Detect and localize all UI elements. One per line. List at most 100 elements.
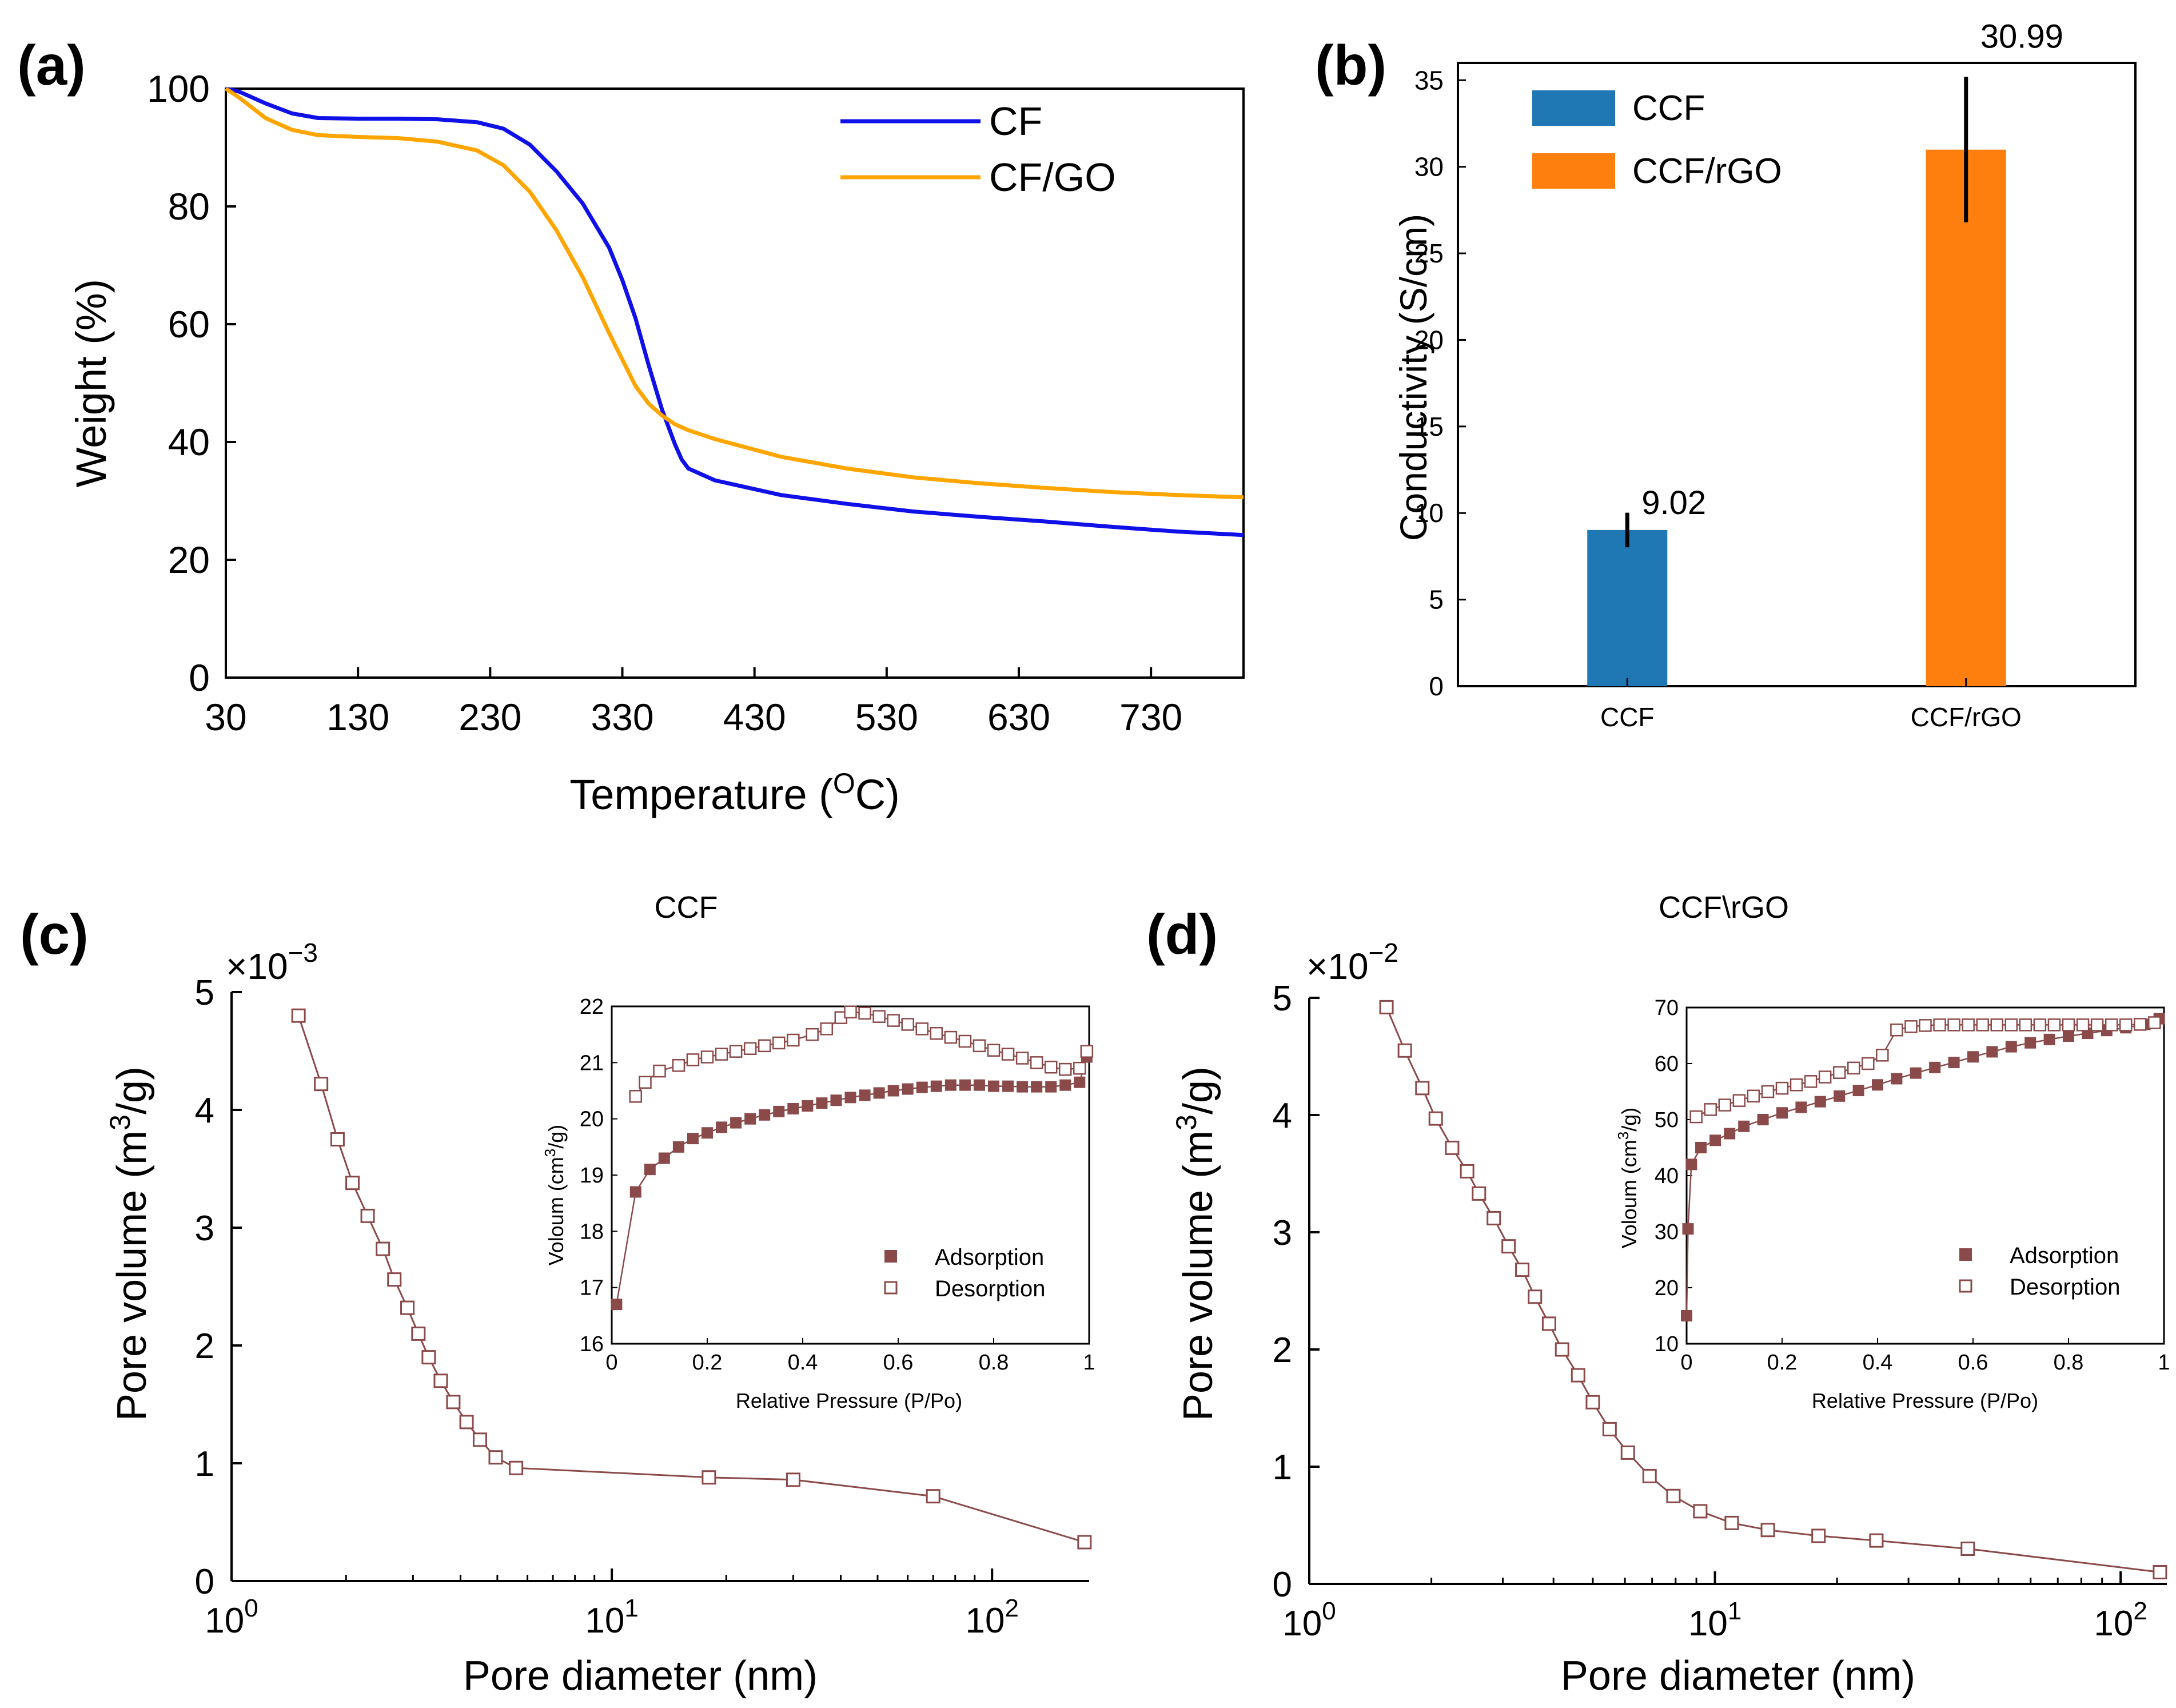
panel-c-ytick-label: 4: [195, 1091, 214, 1130]
panel-d-inset-desorption-point: [1718, 1098, 1732, 1112]
panel-a-xtick-label: 30: [205, 696, 246, 738]
panel-a-ylabel: Weight (%): [67, 279, 115, 488]
legend-ccfrgo-label: CCF/rGO: [1632, 152, 1782, 191]
panel-d-pore-point: [1571, 1368, 1585, 1383]
panel-d-inset-adsorption-point: [1852, 1085, 1864, 1097]
panel-a-xtick-label: 430: [723, 696, 786, 738]
panel-d-inset-desorption-point: [1689, 1110, 1703, 1124]
panel-a-ytick-label: 60: [168, 303, 210, 345]
panel-c-inset-desorption-point: [844, 1005, 857, 1019]
panel-c-pore-point: [1077, 1535, 1092, 1550]
panel-d-legend-adsorption: Adsorption: [2010, 1243, 2119, 1268]
panel-d-inset-xtick-label: 0.6: [1958, 1351, 1988, 1375]
panel-d-pore-point: [1693, 1504, 1708, 1519]
panel-b-ylabel: Conductivity (S/cm): [1392, 214, 1434, 541]
panel-d-pore-point: [1811, 1528, 1826, 1543]
panel-c-inset-desorption-point: [973, 1039, 986, 1053]
panel-c-inset-adsorption-point: [959, 1079, 971, 1091]
panel-a-xtick-label: 230: [459, 696, 521, 738]
panel-c-inset-adsorption-point: [716, 1121, 728, 1133]
panel-c-inset-desorption-point: [930, 1026, 943, 1040]
panel-c-inset-desorption-point: [772, 1036, 786, 1050]
series-line-cf: [225, 86, 1244, 538]
panel-d-inset-adsorption-point: [1738, 1120, 1750, 1132]
panel-c-title: CCF: [655, 890, 718, 925]
panel-d-inset-ylabel: Voloum (cm3/g): [1615, 1108, 1641, 1249]
panel-d-inset-desorption-point: [1775, 1081, 1789, 1095]
panel-c-inset-xtick-label: 0: [605, 1351, 617, 1375]
panel-d-pore-point: [1445, 1140, 1460, 1155]
panel-d-legend-desorption-marker: [1959, 1279, 1972, 1293]
panel-c-inset-desorption-point: [758, 1039, 771, 1053]
panel-d-inset-desorption-point: [1947, 1018, 1960, 1032]
panel-c-inset-desorption-point: [1001, 1048, 1015, 1061]
panel-d-inset-desorption-point: [1890, 1023, 1903, 1037]
panel-c-inset-adsorption-point: [759, 1109, 771, 1121]
bar-ccf: [1587, 529, 1668, 686]
panel-c-inset-ytick-label: 18: [580, 1220, 604, 1244]
panel-c-inset-desorption-point: [653, 1064, 666, 1078]
panel-d-ytick-label: 3: [1273, 1213, 1292, 1253]
panel-c-inset-desorption-point: [787, 1033, 800, 1047]
panel-c-inset-ytick-label: 16: [580, 1332, 604, 1356]
panel-d-inset-desorption-point: [1732, 1094, 1746, 1107]
panel-b-ytick-label: 10: [1414, 498, 1444, 528]
panel-d-ytick-label: 0: [1273, 1565, 1292, 1605]
panel-d-pore-point: [1555, 1342, 1569, 1357]
panel-c-inset-desorption-point: [1073, 1061, 1086, 1075]
panel-c-inset-ytick-label: 17: [580, 1276, 604, 1300]
panel-d-inset-xtick-label: 0.2: [1767, 1351, 1798, 1375]
panel-d-inset-adsorption-point: [1709, 1134, 1721, 1146]
panel-a-xtick-label: 330: [591, 696, 653, 738]
panel-c-inset-desorption-point: [958, 1034, 972, 1048]
bar-ccfrgo: [1926, 149, 2006, 687]
panel-a-ytick-label: 80: [168, 185, 210, 228]
panel-d-inset-desorption-point: [1919, 1019, 1932, 1032]
panel-c-legend-desorption-marker: [884, 1281, 898, 1295]
panel-c-inset-adsorption-point: [902, 1083, 914, 1095]
panel-c-inset-adsorption-point: [802, 1100, 814, 1112]
panel-b-ytick-label: 30: [1414, 152, 1444, 182]
panel-b-conductivity: (b) 0 5 10 15 20 25 30 35 CCF 9.02 CCF/rGO 30.99 C…: [1315, 18, 2137, 732]
panel-c-inset-adsorption-point: [773, 1105, 785, 1117]
panel-d-inset-ytick-label: 60: [1655, 1052, 1679, 1076]
panel-d-pore-point: [1585, 1395, 1600, 1410]
panel-d-inset-desorption-point: [1990, 1018, 2003, 1032]
panel-c-inset-adsorption-point: [687, 1133, 699, 1145]
panel-c-inset-xtick-label: 1: [1083, 1351, 1095, 1375]
panel-c-xtick-label: 101: [585, 1594, 638, 1641]
panel-d-inset-adsorption-point: [1834, 1090, 1846, 1102]
panel-a-tga: (a) 30 130 230 330 430 530 630 730020406080100 …: [17, 34, 1245, 818]
panel-c-series: [291, 1008, 1092, 1550]
panel-d-inset-ytick-label: 40: [1655, 1164, 1679, 1188]
panel-c-pore-point: [345, 1176, 360, 1191]
panel-c-inset-desorption-point: [887, 1014, 900, 1027]
panel-c-pore-point: [446, 1395, 461, 1410]
panel-a-ytick-label: 0: [189, 656, 210, 699]
panel-c-inset-adsorption-point: [629, 1186, 641, 1198]
panel-c-ylabel: Pore volume (m3/g): [104, 1066, 155, 1421]
panel-d-inset-adsorption-point: [1814, 1096, 1826, 1108]
panel-d-ylabel: Pore volume (m3/g): [1170, 1066, 1221, 1421]
panel-c-pore-point: [376, 1241, 390, 1256]
panel-c-inset-xtick-label: 0.2: [692, 1351, 723, 1375]
panel-a-xtick-label: 630: [987, 696, 1050, 738]
panel-c-inset-adsorption-point: [744, 1113, 756, 1125]
bar-value-label: 30.99: [1980, 18, 2063, 55]
panel-c-pore-point: [421, 1350, 436, 1365]
panel-c-inset-ytick-label: 19: [580, 1164, 604, 1188]
panel-d-inset-desorption-point: [1818, 1070, 1832, 1084]
panel-c-pore-point: [488, 1450, 503, 1465]
panel-d-inset-desorption-point: [1904, 1020, 1918, 1033]
panel-d-inset-desorption-point: [2148, 1016, 2161, 1029]
panel-c-inset-xlabel: Relative Pressure (P/Po): [736, 1389, 962, 1412]
panel-d-xtick-label: 101: [1688, 1597, 1741, 1643]
panel-c-inset-adsorption-point: [830, 1094, 842, 1106]
panel-c-pore-point: [702, 1470, 716, 1485]
panel-c-inset-desorption-point: [915, 1022, 928, 1036]
panel-d-pore-point: [1760, 1523, 1775, 1538]
series-line-cfgo: [225, 87, 1244, 500]
panel-b-bars: CCF 9.02 CCF/rGO 30.99: [1587, 18, 2063, 732]
